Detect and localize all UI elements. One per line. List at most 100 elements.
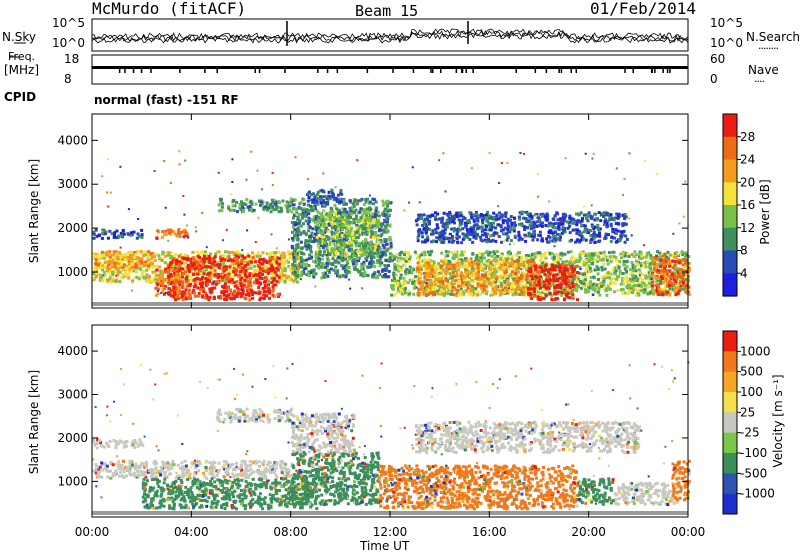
power-cell: [470, 281, 474, 284]
power-cell: [320, 276, 324, 280]
power-cell: [330, 242, 334, 246]
power-cell: [681, 283, 685, 287]
power-cell: [270, 269, 273, 273]
power-cell: [584, 278, 587, 282]
power-cell: [461, 253, 465, 257]
power-cell: [301, 211, 305, 215]
power-cell: [371, 221, 375, 224]
power-cell: [430, 274, 434, 278]
power-cell: [435, 223, 439, 227]
power-cell: [537, 270, 541, 274]
power-cell: [608, 287, 612, 291]
power-cell: [342, 248, 346, 252]
power-cell: [302, 271, 306, 275]
power-cell: [209, 252, 213, 256]
power-cell: [211, 256, 214, 260]
power-cell: [651, 281, 655, 285]
power-cell: [640, 284, 644, 288]
power-cell: [371, 212, 375, 216]
freq-dot: [140, 69, 143, 73]
freq-dot: [258, 69, 261, 73]
power-cell: [360, 268, 363, 272]
power-cell: [531, 259, 535, 263]
power-cell: [186, 266, 190, 269]
power-cell: [106, 250, 110, 254]
power-cell: [251, 272, 254, 276]
power-cell: [137, 250, 140, 254]
power-cell: [485, 259, 489, 263]
power-cell: [476, 266, 480, 269]
power-cell: [342, 237, 346, 241]
power-cell: [345, 253, 349, 257]
power-cell: [275, 273, 279, 277]
power-cell: [297, 274, 301, 277]
power-cell: [315, 209, 319, 213]
power-cell: [158, 265, 162, 269]
power-cell: [660, 272, 664, 276]
power-cell: [240, 266, 244, 270]
power-cell: [234, 273, 238, 277]
power-cell: [507, 282, 510, 286]
power-cell: [423, 278, 427, 282]
power-cell: [668, 264, 672, 268]
power-cell: [350, 221, 354, 225]
power-cell: [247, 288, 251, 292]
power-cell: [142, 264, 146, 268]
power-cell: [382, 201, 386, 205]
power-cell: [108, 260, 112, 263]
power-cell: [321, 217, 325, 221]
power-cell: [553, 289, 557, 293]
power-cell: [472, 262, 476, 266]
power-cell: [338, 275, 342, 279]
power-cell: [382, 246, 386, 250]
power-cell: [470, 284, 474, 288]
power-cell: [441, 289, 445, 293]
power-cell: [665, 284, 669, 288]
power-cell: [251, 293, 255, 296]
power-cell: [537, 265, 541, 269]
power-cell: [229, 296, 232, 300]
power-cell: [662, 288, 666, 292]
power-cell: [614, 272, 617, 276]
power-cell: [372, 252, 376, 255]
power-cell: [445, 260, 449, 264]
power-cell: [288, 252, 292, 256]
power-cell: [682, 272, 686, 276]
power-cell: [653, 269, 657, 273]
power-cell: [560, 287, 564, 291]
power-cell: [327, 252, 331, 256]
power-cell: [563, 290, 567, 294]
power-cell: [332, 226, 336, 230]
power-cell: [676, 286, 680, 290]
power-cell: [303, 263, 307, 266]
power-cell: [155, 252, 159, 256]
power-cell: [596, 272, 600, 276]
power-cell: [681, 279, 685, 283]
power-cell: [513, 277, 517, 281]
power-cell: [567, 272, 571, 276]
power-cell: [108, 269, 112, 273]
power-cell: [188, 288, 191, 292]
power-cell: [540, 261, 544, 265]
power-cell: [487, 272, 491, 276]
power-cell: [558, 276, 562, 280]
power-cell: [678, 258, 682, 262]
power-cell: [460, 258, 463, 262]
power-cell: [319, 215, 323, 219]
power-cell: [440, 264, 443, 268]
power-cell: [272, 267, 276, 271]
power-cell: [397, 269, 400, 273]
power-cell: [108, 255, 112, 259]
power-cell: [538, 280, 542, 284]
power-cell: [662, 275, 666, 279]
power-cell: [440, 251, 444, 255]
power-cell: [269, 263, 273, 267]
power-cell: [174, 275, 178, 279]
power-cell: [173, 283, 177, 287]
power-cell: [146, 279, 150, 283]
power-cell: [94, 258, 98, 262]
power-cell: [529, 258, 533, 262]
power-cell: [666, 281, 669, 285]
power-cell: [559, 286, 563, 290]
freq-dot: [124, 69, 126, 73]
